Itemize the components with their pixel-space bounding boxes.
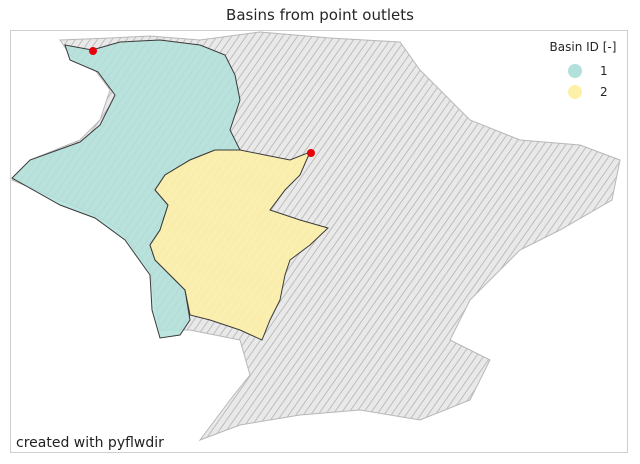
legend-swatch-2 — [568, 84, 582, 99]
legend-item-1: 1 — [540, 60, 626, 81]
map-title: Basins from point outlets — [226, 6, 414, 24]
basin-2[interactable] — [149, 149, 329, 341]
outlet-point-1[interactable] — [89, 47, 97, 55]
legend: Basin ID [-] 1 2 — [540, 40, 626, 102]
legend-label-2: 2 — [600, 84, 608, 99]
legend-swatch-1 — [568, 63, 582, 78]
legend-item-2: 2 — [540, 81, 626, 102]
legend-title: Basin ID [-] — [549, 40, 617, 54]
credit-text: created with pyflwdir — [16, 435, 164, 451]
legend-label-1: 1 — [600, 63, 608, 78]
outlet-point-2[interactable] — [307, 149, 315, 157]
